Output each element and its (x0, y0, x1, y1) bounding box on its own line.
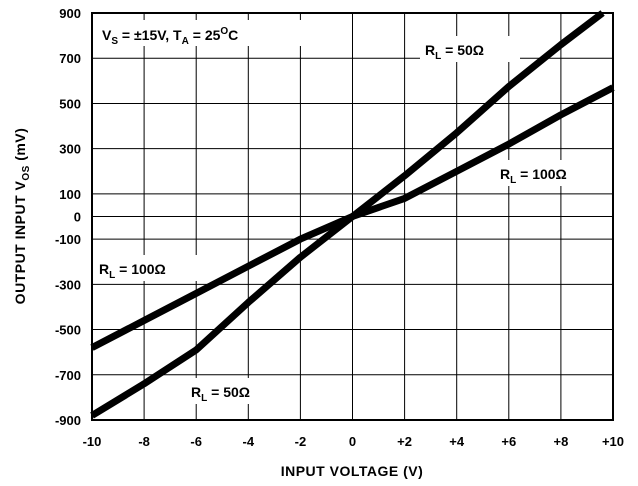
annotation-backdrop (94, 255, 198, 281)
plot-frame (91, 12, 614, 421)
conditions-backdrop (97, 20, 317, 46)
x-tick-label: -2 (295, 434, 307, 449)
y-tick-label: 500 (59, 96, 81, 111)
y-tick-label: 300 (59, 142, 81, 157)
y-tick-label: -700 (55, 368, 81, 383)
y-tick-label: -500 (55, 323, 81, 338)
conditions-label: VS = ±15V, TA = 25OC (102, 26, 238, 47)
x-tick-label: -6 (190, 434, 202, 449)
y-axis-title: OUTPUT INPUT VOS (mV) (12, 128, 32, 305)
x-tick-label: 0 (349, 434, 356, 449)
y-tick-label: 100 (59, 187, 81, 202)
x-axis-ticks: -10 -8 -6 -4 -2 0 +2 +4 +6 +8 +10 (83, 434, 624, 449)
x-axis-title: INPUT VOLTAGE (V) (281, 463, 424, 479)
x-tick-label: -8 (138, 434, 150, 449)
y-tick-label: -300 (55, 277, 81, 292)
x-tick-label: +6 (501, 434, 516, 449)
y-tick-label: 900 (59, 6, 81, 21)
x-tick-label: +4 (449, 434, 465, 449)
y-axis-ticks: -900 -700 -500 -300 -100 0 100 300 500 700 900 (55, 6, 81, 428)
y-tick-label: -900 (55, 413, 81, 428)
x-tick-label: +10 (602, 434, 624, 449)
x-tick-label: -10 (83, 434, 102, 449)
annotation-backdrop (495, 160, 598, 186)
x-tick-label: +2 (397, 434, 412, 449)
x-tick-label: +8 (553, 434, 568, 449)
annotation-backdrop (420, 36, 520, 62)
series-label-rl-50-lower: RL = 50Ω (191, 384, 250, 404)
y-tick-label: 0 (74, 210, 81, 225)
series-line-rl-100 (90, 84, 615, 351)
series-label-rl-50-upper: RL = 50Ω (425, 42, 484, 62)
y-tick-label: 700 (59, 51, 81, 66)
y-tick-label: -100 (55, 232, 81, 247)
series-group (90, 10, 615, 419)
annotation-backdrop (186, 378, 274, 404)
series-label-rl-100-upper: RL = 100Ω (500, 166, 567, 186)
x-tick-label: -4 (243, 434, 255, 449)
series-label-rl-100-lower: RL = 100Ω (99, 261, 166, 281)
